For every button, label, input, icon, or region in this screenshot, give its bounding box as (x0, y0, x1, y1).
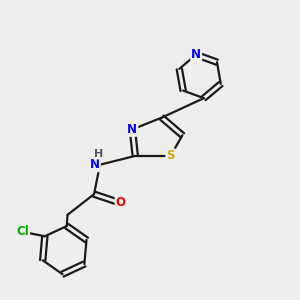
Text: N: N (191, 48, 201, 61)
Text: N: N (127, 123, 137, 136)
Text: S: S (167, 149, 175, 162)
Text: Cl: Cl (16, 225, 29, 238)
Text: H: H (94, 148, 103, 158)
Text: N: N (90, 158, 100, 171)
Text: O: O (116, 196, 126, 209)
